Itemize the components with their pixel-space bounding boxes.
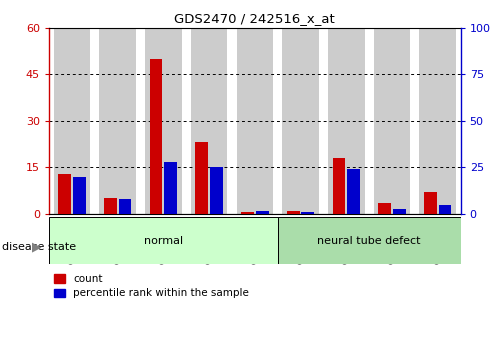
Title: GDS2470 / 242516_x_at: GDS2470 / 242516_x_at	[174, 12, 335, 25]
Bar	[241, 212, 254, 214]
Bar	[439, 205, 451, 214]
Bar	[282, 28, 319, 214]
Bar	[49, 217, 278, 264]
Bar	[164, 162, 177, 214]
Bar	[333, 158, 345, 214]
Text: ▶: ▶	[32, 240, 42, 253]
Bar	[145, 28, 182, 214]
Bar	[149, 59, 162, 214]
Bar	[58, 174, 71, 214]
Bar	[419, 28, 456, 214]
Bar	[196, 142, 208, 214]
Text: normal: normal	[144, 236, 183, 246]
Legend: count, percentile rank within the sample: count, percentile rank within the sample	[54, 274, 249, 298]
Bar	[119, 199, 131, 214]
Bar	[287, 211, 299, 214]
Bar	[347, 169, 360, 214]
Bar	[301, 212, 314, 214]
Text: disease state: disease state	[2, 242, 76, 252]
Bar	[237, 28, 273, 214]
Text: neural tube defect: neural tube defect	[318, 236, 421, 246]
Bar	[424, 192, 437, 214]
Bar	[374, 28, 410, 214]
Bar	[278, 217, 461, 264]
Bar	[328, 28, 365, 214]
Bar	[53, 28, 90, 214]
Bar	[99, 28, 136, 214]
Bar	[104, 198, 117, 214]
Bar	[378, 203, 391, 214]
Bar	[210, 167, 223, 214]
Bar	[393, 209, 406, 214]
Bar	[256, 211, 269, 214]
Bar	[191, 28, 227, 214]
Bar	[73, 177, 86, 214]
